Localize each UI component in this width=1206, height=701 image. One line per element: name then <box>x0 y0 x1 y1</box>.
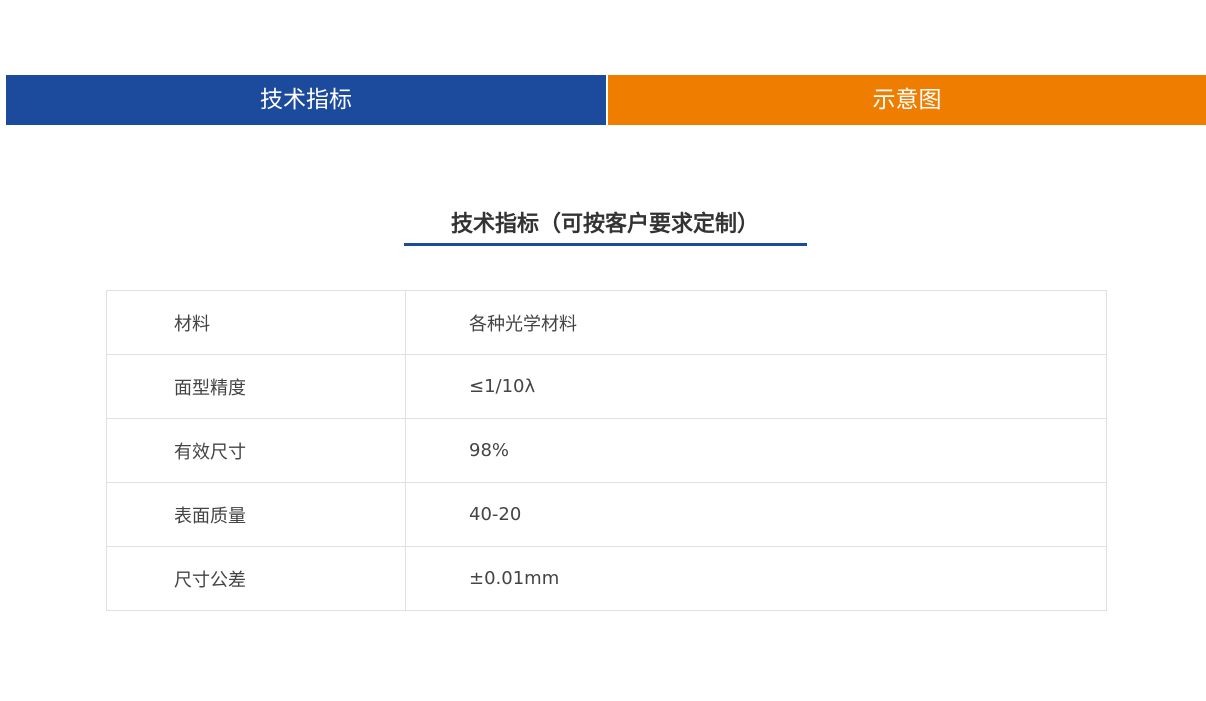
specs-table: 材料 各种光学材料 面型精度 ≤1/10λ 有效尺寸 98% 表面质量 40-20 尺寸… <box>106 290 1107 611</box>
spec-label: 材料 <box>106 290 406 355</box>
table-row: 表面质量 40-20 <box>106 482 1107 547</box>
spec-value: 40-20 <box>405 482 1107 547</box>
spec-value: 98% <box>405 418 1107 483</box>
spec-label: 尺寸公差 <box>106 546 406 611</box>
table-row: 尺寸公差 ±0.01mm <box>106 546 1107 611</box>
spec-label: 表面质量 <box>106 482 406 547</box>
table-row: 材料 各种光学材料 <box>106 290 1107 355</box>
spec-value: ±0.01mm <box>405 546 1107 611</box>
section-title: 技术指标（可按客户要求定制） <box>450 212 759 237</box>
title-underline <box>404 243 807 246</box>
spec-label: 有效尺寸 <box>106 418 406 483</box>
spec-value: ≤1/10λ <box>405 354 1107 419</box>
tab-diagram[interactable]: 示意图 <box>608 75 1206 125</box>
table-row: 有效尺寸 98% <box>106 418 1107 483</box>
table-row: 面型精度 ≤1/10λ <box>106 354 1107 419</box>
spec-value: 各种光学材料 <box>405 290 1107 355</box>
tab-specifications[interactable]: 技术指标 <box>6 75 606 125</box>
spec-label: 面型精度 <box>106 354 406 419</box>
